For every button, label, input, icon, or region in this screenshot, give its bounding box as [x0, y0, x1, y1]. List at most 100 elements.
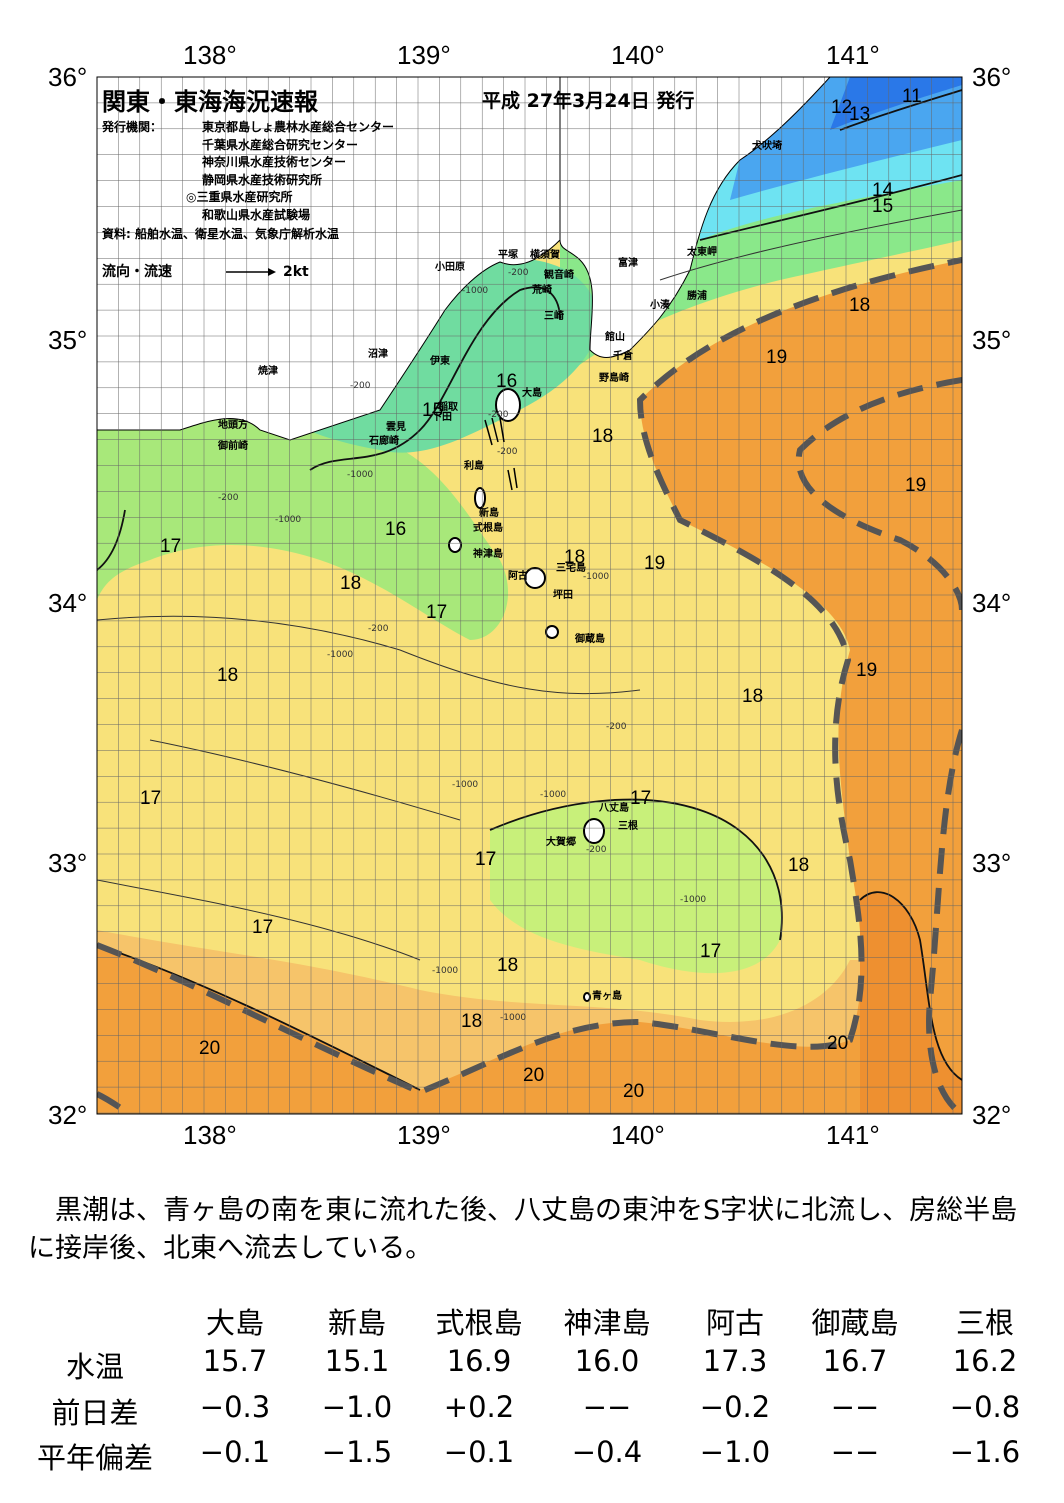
- table-cell: −0.4: [571, 1435, 643, 1469]
- publisher-item: 千葉県水産総合研究センター: [202, 137, 359, 152]
- place-label: 利島: [464, 461, 484, 472]
- isotherm-label: 16: [496, 371, 518, 392]
- isotherm-label: 19: [644, 553, 666, 574]
- island-niijima: [474, 487, 486, 509]
- place-label: 小湊: [650, 300, 670, 311]
- place-label: 富津: [618, 258, 638, 269]
- map-canvas: [96, 76, 963, 1115]
- depth-label: -200: [606, 722, 627, 732]
- place-label: 大島: [522, 388, 542, 399]
- publisher-item: 和歌山県水産試験場: [202, 207, 311, 222]
- isotherm-label: 18: [742, 686, 764, 707]
- table-cell: 16.2: [952, 1344, 1018, 1378]
- sea-temperature-map: 138° 139° 140° 141° 138° 139° 140° 141° …: [48, 40, 1012, 1150]
- table-cell: 17.3: [702, 1344, 768, 1378]
- table-column-header: 御蔵島: [811, 1306, 899, 1340]
- summary-body: 黒潮は、青ヶ島の南を東に流れた後、八丈島の東沖をS字状に北流し、房総半島に接岸後…: [28, 1195, 1018, 1264]
- table-cell: 16.0: [574, 1344, 640, 1378]
- depth-label: -200: [488, 410, 509, 420]
- table-row-label: 水温: [65, 1350, 124, 1384]
- isotherm-label: 18: [592, 426, 614, 447]
- place-label: 三宅島: [556, 563, 586, 574]
- place-label: 太東岬: [687, 247, 717, 258]
- place-label: 三崎: [544, 311, 564, 322]
- lat-lon-grid: [97, 77, 962, 1114]
- lat-right-32: 32°: [972, 1100, 1012, 1130]
- isotherm-label: 18: [217, 665, 239, 686]
- isotherm-label: 17: [630, 788, 652, 809]
- table-column-header: 式根島: [435, 1306, 523, 1340]
- place-label: 神津島: [473, 549, 503, 560]
- place-label: 焼津: [258, 366, 278, 377]
- table-cell: −1.6: [949, 1435, 1021, 1469]
- lon-top-139: 139°: [397, 40, 451, 70]
- place-label: 三根: [618, 821, 638, 832]
- place-label: 稲取: [438, 402, 458, 413]
- table-cell: −1.0: [699, 1435, 771, 1469]
- depth-label: -1000: [432, 966, 459, 976]
- place-label: 平塚: [498, 250, 518, 261]
- place-label: 石廊崎: [369, 436, 399, 447]
- depth-label: -1000: [583, 572, 610, 582]
- depth-label: -200: [586, 845, 607, 855]
- depth-label: -1000: [680, 895, 707, 905]
- table-column-header: 三根: [955, 1306, 1014, 1340]
- coldest-water: [830, 77, 962, 130]
- isotherm-label: 16: [385, 519, 407, 540]
- table-column-header: 阿古: [705, 1306, 764, 1340]
- isotherm-label: 17: [252, 917, 274, 938]
- place-label: 下田: [432, 412, 452, 423]
- lon-top-141: 141°: [826, 40, 880, 70]
- place-label: 館山: [605, 332, 625, 343]
- lat-left-34: 34°: [48, 588, 88, 618]
- lat-right-36: 36°: [972, 62, 1012, 92]
- legend-scale: 2kt: [283, 264, 309, 280]
- isotherm-label: 17: [475, 849, 497, 870]
- publisher-item: 東京都島しょ農林水産総合センター: [202, 120, 395, 134]
- isotherm-label: 18: [849, 295, 871, 316]
- lon-top-140: 140°: [611, 40, 665, 70]
- depth-label: -1000: [540, 790, 567, 800]
- green-water-west: [97, 416, 509, 640]
- hachijo-green-water: [490, 799, 782, 974]
- place-label: 雲見: [386, 422, 406, 433]
- table-cell: 15.1: [324, 1344, 390, 1378]
- map-title: 関東・東海海況速報: [102, 88, 318, 116]
- depth-label: -1000: [500, 1013, 527, 1023]
- table-cell: 15.7: [202, 1344, 268, 1378]
- isotherm-label: 18: [340, 573, 362, 594]
- place-label: 千倉: [613, 351, 633, 362]
- place-label: 新島: [479, 508, 499, 519]
- isotherm-label: 18: [788, 855, 810, 876]
- isotherm-label: 14: [872, 180, 894, 201]
- depth-label: -200: [350, 381, 371, 391]
- island-hachijojima: [583, 818, 605, 844]
- land-boso: [559, 77, 831, 358]
- lon-bottom-140: 140°: [611, 1120, 665, 1150]
- publisher-list: 東京都島しょ農林水産総合センター 千葉県水産総合研究センター 神奈川県水産技術セ…: [186, 119, 395, 224]
- place-label: 野島崎: [599, 373, 629, 384]
- lat-right-34: 34°: [972, 588, 1012, 618]
- lat-left-32: 32°: [48, 1100, 88, 1130]
- isotherm-label: 19: [905, 475, 927, 496]
- lat-left-35: 35°: [48, 325, 88, 355]
- summary-text: 黒潮は、青ヶ島の南を東に流れた後、八丈島の東沖をS字状に北流し、房総半島に接岸後…: [28, 1192, 1038, 1268]
- isotherm-label: 20: [523, 1065, 545, 1086]
- lat-right-35: 35°: [972, 325, 1012, 355]
- issue-date: 平成 27年3月24日 発行: [482, 90, 695, 112]
- table-cell: −0.8: [949, 1390, 1021, 1424]
- legend-arrow-icon: [226, 268, 276, 276]
- depth-label: -200: [508, 268, 529, 278]
- place-label: 観音崎: [544, 270, 574, 281]
- table-cell: −0.2: [699, 1390, 771, 1424]
- isotherm-label: 18: [461, 1011, 483, 1032]
- isotherm-label: 18: [497, 955, 519, 976]
- place-label: 伊東: [430, 356, 450, 367]
- isotherm-label: 17: [140, 788, 162, 809]
- data-sources: 資料: 船舶水温、衛星水温、気象庁解析水温: [102, 227, 339, 241]
- table-cell: −0.1: [443, 1435, 515, 1469]
- place-label: 地頭方: [218, 420, 248, 431]
- table-cell: −1.0: [321, 1390, 393, 1424]
- table-column-header: 大島: [205, 1306, 264, 1340]
- table-row-label: 平年偏差: [36, 1441, 153, 1475]
